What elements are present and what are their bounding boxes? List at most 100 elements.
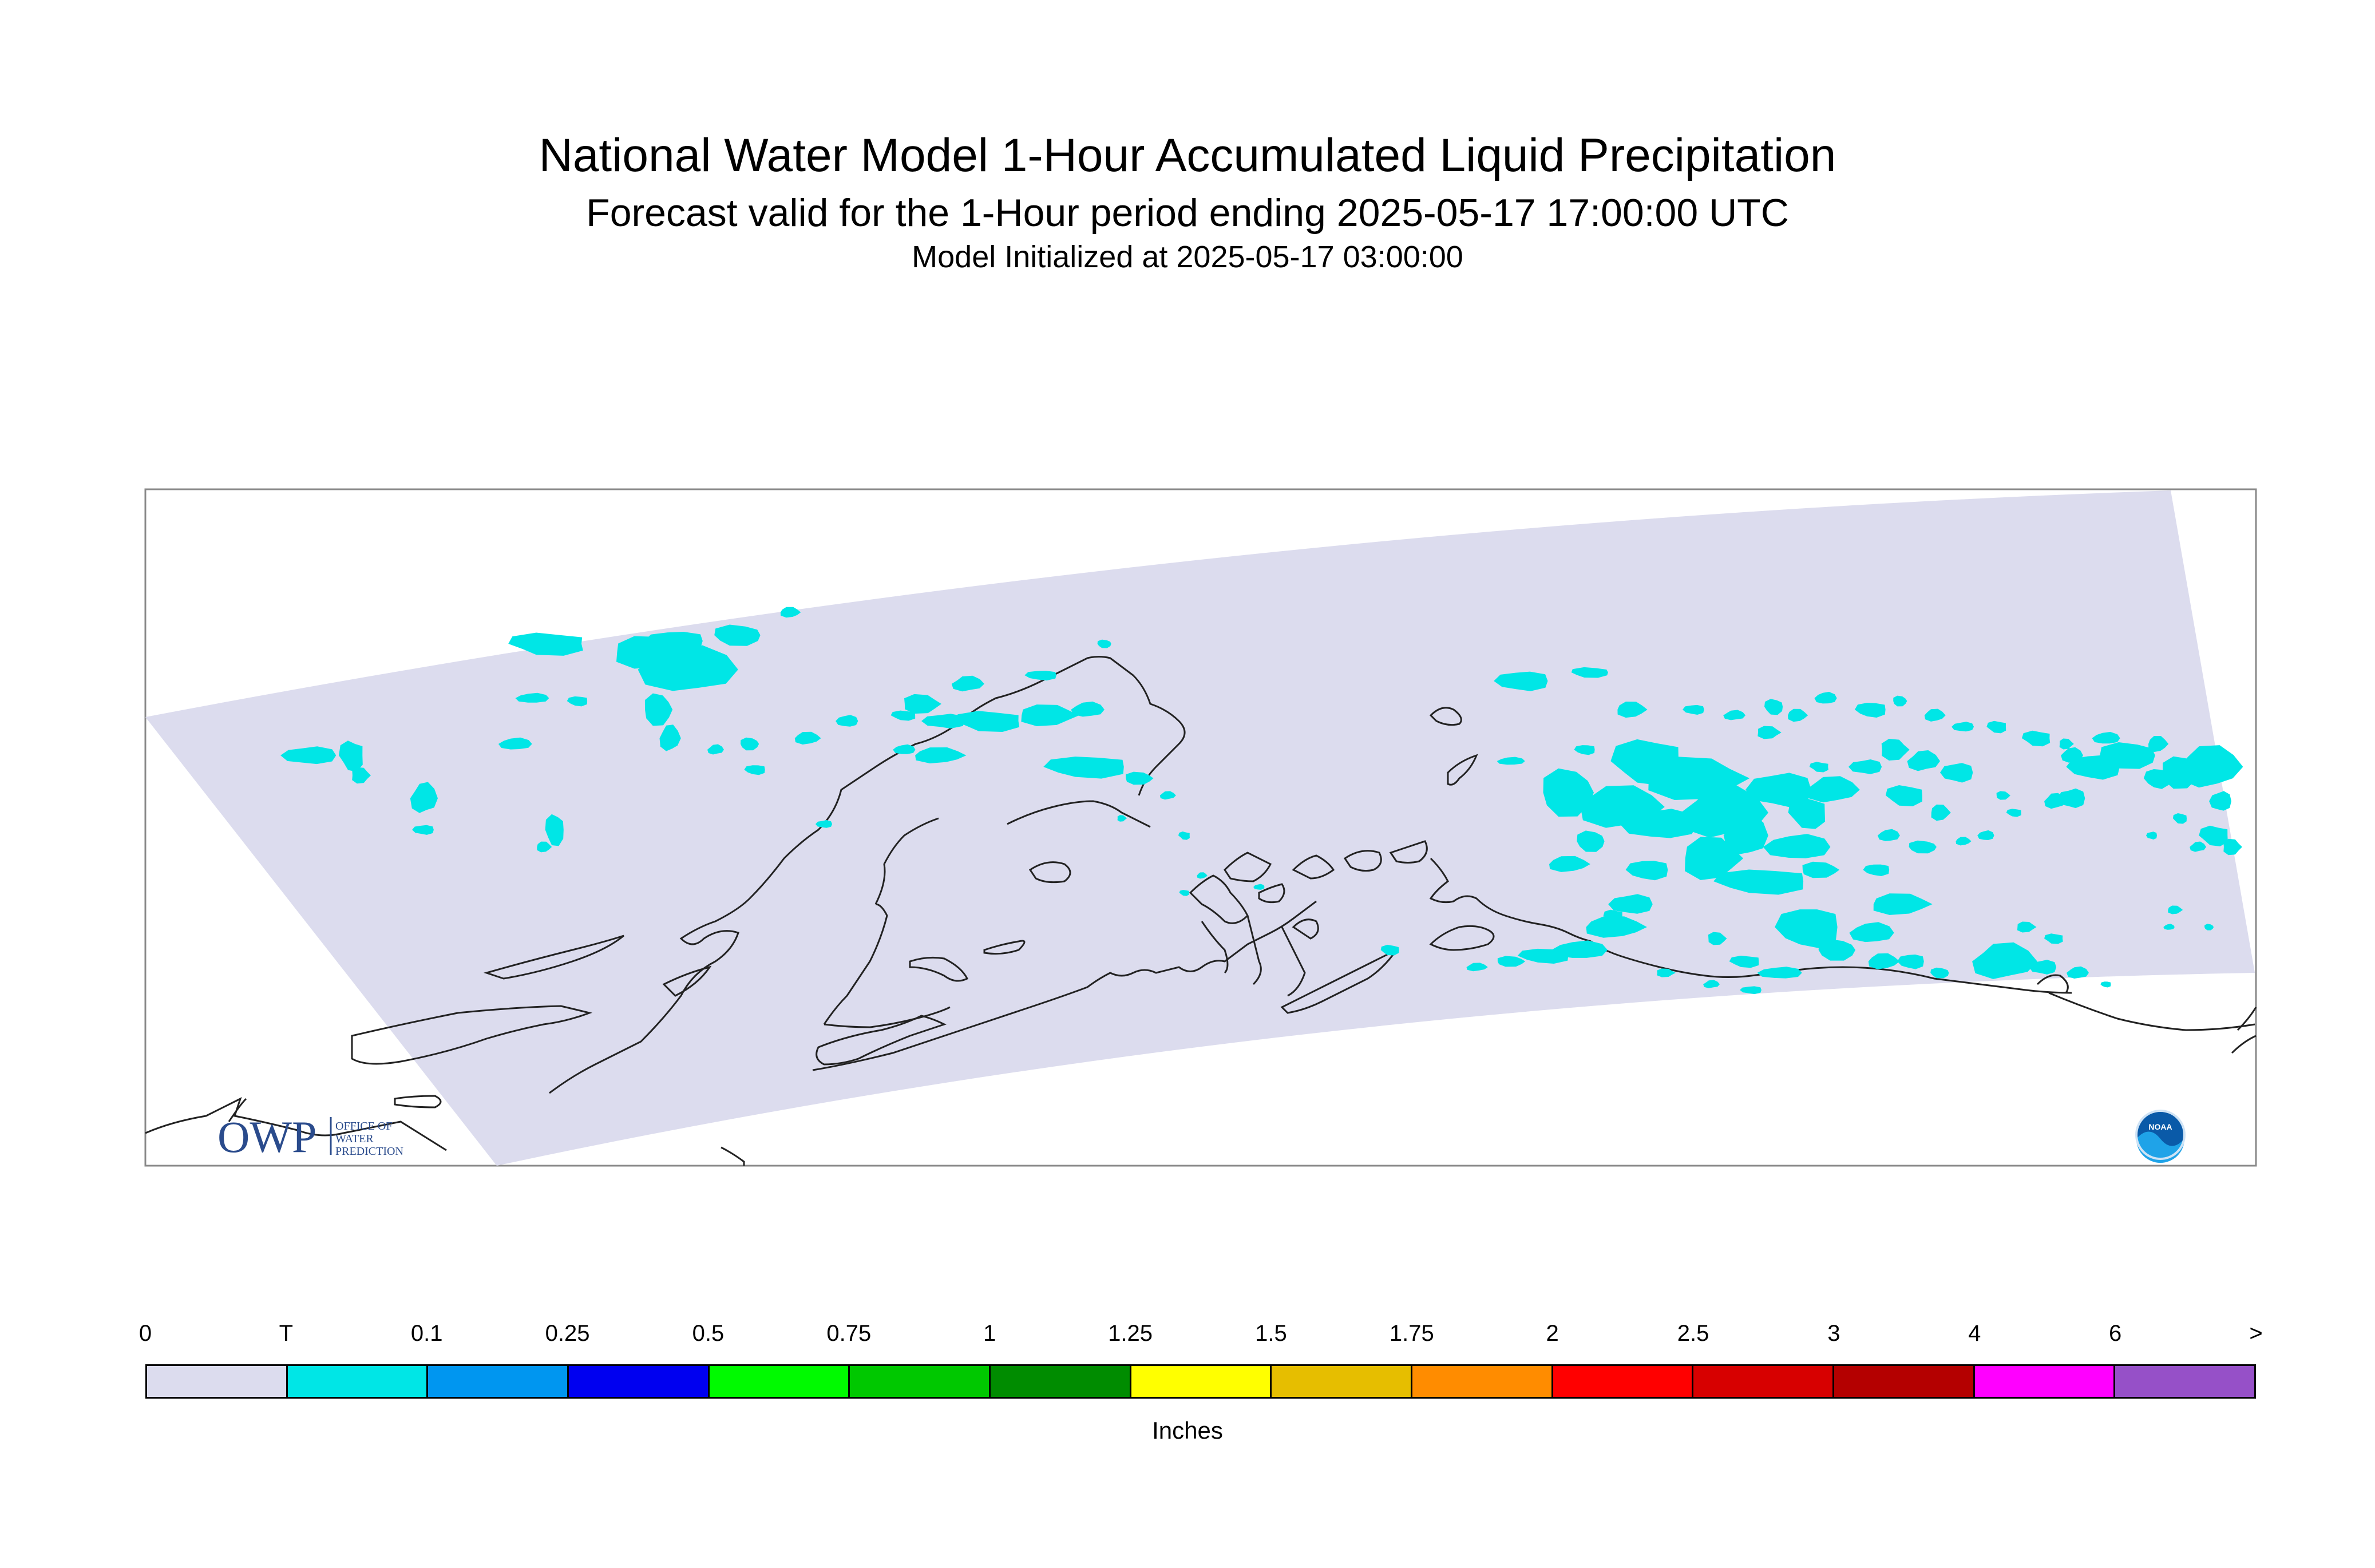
- precip-patch: [1806, 776, 1860, 803]
- legend-tick-label: 1: [983, 1321, 996, 1346]
- legend-tick-label: 1.25: [1108, 1321, 1153, 1346]
- precip-patch: [1764, 699, 1783, 715]
- precip-patch: [1657, 968, 1676, 977]
- legend-tick-label: 2.5: [1677, 1321, 1709, 1346]
- precip-patch: [1723, 710, 1745, 720]
- owp-logo-subtext-2: WATER: [335, 1133, 374, 1145]
- precip-patch: [1814, 691, 1837, 704]
- precip-patch: [2066, 755, 2120, 780]
- legend-units-label: Inches: [1152, 1417, 1223, 1444]
- legend-swatch: [1553, 1366, 1694, 1397]
- precip-patch: [2179, 745, 2243, 788]
- precip-patch: [1617, 702, 1648, 718]
- legend-tick-label: 1.5: [1255, 1321, 1287, 1346]
- precip-patch: [1159, 791, 1176, 800]
- noaa-logo-text: NOAA: [2148, 1122, 2172, 1131]
- precip-patch: [1758, 726, 1782, 739]
- precip-patch: [2044, 933, 2063, 944]
- precip-patch: [2067, 966, 2089, 979]
- precipitation-trace-areas: [280, 607, 2243, 995]
- legend-swatch: [1974, 1366, 2116, 1397]
- precip-patch: [780, 607, 801, 618]
- precip-patch: [2204, 924, 2214, 930]
- precip-patch: [744, 765, 765, 775]
- precip-patch: [1854, 703, 1886, 718]
- map-subtitle: Forecast valid for the 1-Hour period end…: [586, 191, 1789, 235]
- precip-patch: [741, 737, 759, 751]
- precip-patch: [915, 747, 967, 763]
- legend-swatch: [287, 1366, 429, 1397]
- precip-patch: [1117, 815, 1127, 822]
- legend-swatch: [1412, 1366, 1553, 1397]
- precip-patch: [707, 744, 724, 755]
- precip-patch: [1972, 942, 2037, 979]
- precip-patch: [1849, 922, 1894, 943]
- precip-patch: [2021, 730, 2051, 747]
- precip-patch: [1897, 955, 1924, 969]
- legend-swatch: [147, 1366, 288, 1397]
- precip-patch: [904, 694, 941, 714]
- precip-patch: [1863, 864, 1890, 876]
- precip-patch: [1809, 762, 1828, 773]
- precip-patch: [1620, 809, 1699, 838]
- precip-patch: [339, 741, 363, 772]
- precip-patch: [1986, 720, 2006, 734]
- precip-patch: [2163, 924, 2175, 930]
- legend-swatch: [428, 1366, 569, 1397]
- precip-patch: [352, 767, 371, 784]
- precip-patch: [1745, 773, 1811, 807]
- legend-tick-label: 0.25: [545, 1321, 590, 1346]
- legend-tick-label: 6: [2109, 1321, 2122, 1346]
- precip-patch: [1877, 829, 1900, 841]
- legend-swatch: [850, 1366, 991, 1397]
- precip-patch: [1097, 639, 1111, 648]
- precip-patch: [1071, 701, 1105, 717]
- precip-patch: [714, 624, 761, 646]
- precip-patch: [1740, 986, 1762, 995]
- precip-patch: [954, 711, 1020, 732]
- precip-patch: [412, 825, 434, 835]
- precip-patch: [1763, 834, 1831, 858]
- precip-patch: [1126, 771, 1154, 785]
- precip-patch: [1497, 757, 1525, 765]
- precip-patch: [836, 715, 858, 727]
- precip-patch: [893, 744, 916, 754]
- precip-patch: [644, 693, 673, 726]
- precip-patch: [1586, 916, 1647, 938]
- legend-tick-label: 0.1: [410, 1321, 443, 1346]
- precip-patch: [2209, 791, 2231, 811]
- model-init-line: Model Initialized at 2025-05-17 03:00:00: [912, 240, 1463, 274]
- precip-patch: [1723, 814, 1768, 854]
- precip-patch: [1197, 872, 1208, 879]
- precip-patch: [1683, 704, 1704, 715]
- precip-patch: [1940, 763, 1973, 783]
- precip-patch: [2172, 813, 2187, 824]
- legend-tick-label: 2: [1546, 1321, 1559, 1346]
- legend-tick-label: 3: [1827, 1321, 1840, 1346]
- precip-patch: [1893, 695, 1907, 707]
- precip-patch: [1788, 708, 1808, 722]
- precip-patch: [1497, 956, 1526, 967]
- precip-patch: [644, 632, 703, 652]
- precip-patch: [1466, 963, 1488, 972]
- map-title: National Water Model 1-Hour Accumulated …: [539, 129, 1836, 181]
- precip-patch: [1930, 967, 1949, 979]
- precip-patch: [951, 675, 984, 692]
- precip-patch: [498, 737, 532, 750]
- legend-swatch: [1834, 1366, 1975, 1397]
- precip-patch: [1996, 791, 2010, 800]
- precip-patch: [1977, 830, 1994, 840]
- precip-patch: [1757, 967, 1802, 979]
- legend-tick-label: 1.75: [1389, 1321, 1434, 1346]
- precip-patch: [2190, 841, 2206, 852]
- precip-patch: [567, 696, 588, 707]
- precip-patch: [410, 782, 438, 813]
- precip-patch: [921, 714, 965, 728]
- precip-patch: [2059, 738, 2074, 750]
- precip-patch: [2092, 731, 2120, 744]
- precip-patch: [1907, 750, 1940, 771]
- precip-patch: [1577, 830, 1605, 852]
- owp-logo-subtext-1: OFFICE OF: [335, 1120, 392, 1133]
- precip-patch: [1868, 953, 1900, 969]
